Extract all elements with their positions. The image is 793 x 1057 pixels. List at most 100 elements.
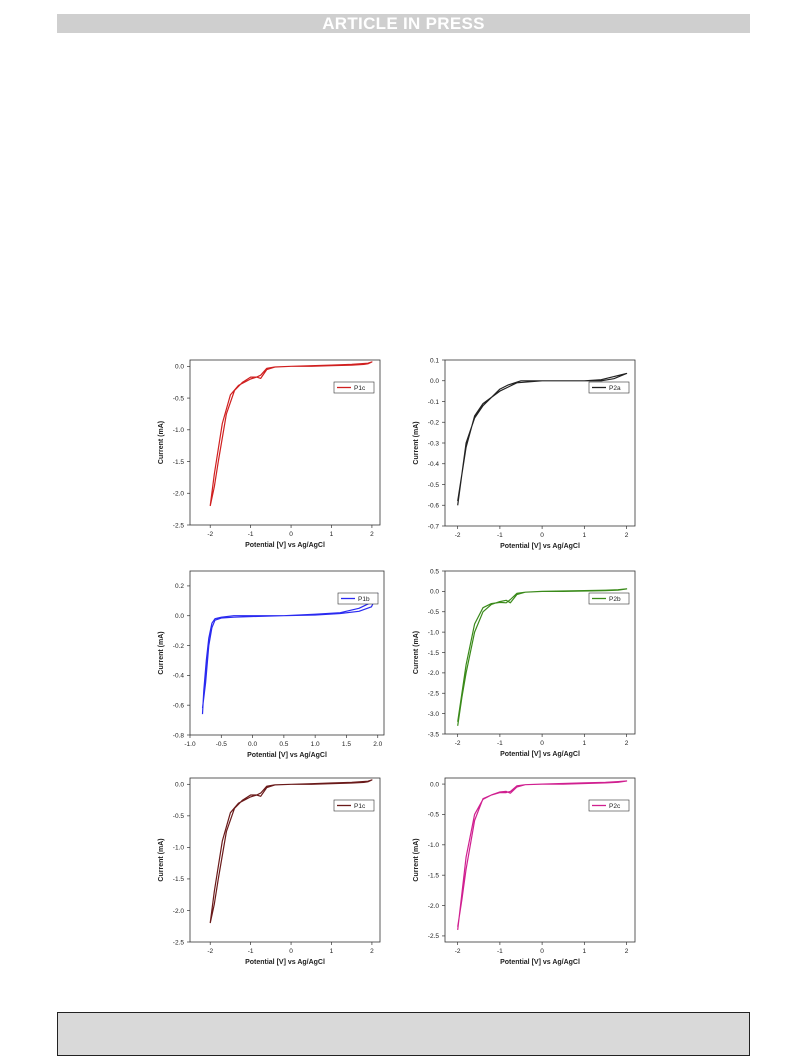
chart-0-legend-label: P1c	[354, 385, 366, 392]
cv-plot-p2b-green: -2 -1 0 1 2 0.5 0.0 -0.5 -1.0 -1.5 -2.0 -2.5 -3.0 -3.…	[413, 568, 636, 758]
chart-3-ytick-label: 0.5	[430, 568, 439, 575]
chart-4-ytick-label: 0.0	[175, 782, 184, 789]
chart-5-legend-box	[588, 799, 630, 812]
chart-0-ytick-label: -2.0	[173, 491, 185, 498]
chart-1-series-line	[457, 372, 628, 506]
chart-1-xtick-label: -1	[497, 532, 503, 539]
chart-0-ytick-label: -1.0	[173, 427, 185, 434]
chart-5-ytick-label: 0.0	[430, 781, 439, 788]
chart-0-xtick-label: -2	[207, 531, 213, 538]
chart-3-xtick-label: -2	[455, 740, 461, 747]
chart-4-xtick-label: 2	[370, 948, 374, 955]
chart-5-ytick-label: -2.5	[428, 933, 440, 940]
chart-3-series-line	[457, 588, 628, 726]
chart-2-ytick-label: 0.2	[175, 583, 184, 590]
chart-2-ytick-label: -0.8	[173, 732, 185, 739]
cv-plot-p1b-blue: -1.0 -0.5 0.0 0.5 1.0 1.5 2.0 0.2 0.0 -0.2 -0.4 -0.…	[158, 570, 385, 759]
chart-2-xtick-label: 0.5	[279, 741, 288, 748]
chart-0-ytick-label: 0.0	[175, 364, 184, 371]
chart-4-frame	[189, 777, 381, 943]
chart-3-legend-label: P2b	[609, 596, 621, 603]
chart-3-xtick-label: 0	[540, 740, 544, 747]
chart-3-xtick-label: 1	[583, 740, 587, 747]
chart-1-xlabel: Potential [V] vs Ag/AgCl	[500, 543, 580, 550]
chart-3-ylabel: Current (mA)	[413, 631, 420, 674]
chart-1-ytick-label: -0.6	[428, 503, 440, 510]
chart-3-xtick-label: -1	[497, 740, 503, 747]
article-in-press-banner: ARTICLE IN PRESS	[57, 14, 750, 33]
chart-5-xtick-label: -2	[455, 948, 461, 955]
footer-gray-box	[57, 1012, 750, 1056]
chart-5-ytick-label: -1.0	[428, 842, 440, 849]
chart-5-xtick-label: 0	[540, 948, 544, 955]
chart-0-ytick-label: -2.5	[173, 522, 185, 529]
chart-4-legend-label: P1c	[354, 803, 366, 810]
chart-2-ytick-label: -0.6	[173, 702, 185, 709]
chart-4-ytick-label: -2.5	[173, 939, 185, 946]
chart-4-ytick-label: -0.5	[173, 813, 185, 820]
chart-2-xtick-label: -0.5	[216, 741, 228, 748]
chart-1-ytick-label: 0.0	[430, 378, 439, 385]
chart-1-xtick-label: 2	[625, 532, 629, 539]
chart-0-legend-box	[333, 381, 375, 394]
chart-1-legend-label: P2a	[609, 385, 621, 392]
chart-0-ytick-label: -1.5	[173, 459, 185, 466]
chart-3-xlabel: Potential [V] vs Ag/AgCl	[500, 751, 580, 758]
chart-2-xtick-label: 2.0	[373, 741, 382, 748]
chart-2-xtick-label: -1.0	[184, 741, 196, 748]
cv-plot-p2c-magenta: -2 -1 0 1 2 0.0 -0.5 -1.0 -1.5 -2.0 -2.5 Potential …	[413, 777, 636, 966]
chart-4-ytick-label: -1.5	[173, 876, 185, 883]
chart-4-ytick-label: -2.0	[173, 908, 185, 915]
chart-2-ytick-label: 0.0	[175, 613, 184, 620]
chart-1-ytick-label: -0.4	[428, 461, 440, 468]
chart-2-frame	[189, 570, 385, 736]
chart-1-xtick-label: -2	[455, 532, 461, 539]
chart-2-legend-box	[337, 592, 379, 605]
chart-1-ytick-label: -0.7	[428, 523, 440, 530]
chart-4-xtick-label: -2	[207, 948, 213, 955]
chart-5-ylabel: Current (mA)	[413, 838, 420, 881]
chart-1-legend-box	[588, 381, 630, 394]
chart-3-legend-box	[588, 592, 630, 605]
chart-4-ylabel: Current (mA)	[158, 838, 165, 881]
chart-3-ytick-label: -0.5	[428, 609, 440, 616]
chart-1-xtick-label: 1	[583, 532, 587, 539]
chart-5-legend-label: P2c	[609, 803, 621, 810]
chart-2-xtick-label: 1.0	[311, 741, 320, 748]
chart-1-ytick-label: -0.3	[428, 440, 440, 447]
chart-1-ytick-label: -0.2	[428, 420, 440, 427]
chart-3-ytick-label: 0.0	[430, 589, 439, 596]
chart-1-xtick-label: 0	[540, 532, 544, 539]
chart-0-xtick-label: -1	[248, 531, 254, 538]
chart-2-series-line	[201, 592, 379, 715]
chart-3-ytick-label: -2.5	[428, 691, 440, 698]
chart-3-ytick-label: -1.5	[428, 650, 440, 657]
chart-4-xtick-label: -1	[248, 948, 254, 955]
chart-3-ytick-label: -2.0	[428, 670, 440, 677]
chart-0-xtick-label: 1	[330, 531, 334, 538]
chart-5-xtick-label: -1	[497, 948, 503, 955]
chart-3-ytick-label: -3.5	[428, 731, 440, 738]
chart-2-legend-label: P1b	[358, 596, 370, 603]
chart-0-ytick-label: -0.5	[173, 395, 185, 402]
chart-4-xtick-label: 1	[330, 948, 334, 955]
chart-5-ytick-label: -1.5	[428, 872, 440, 879]
chart-4-series-line	[209, 779, 373, 924]
chart-5-frame	[444, 777, 636, 943]
chart-4-legend-box	[333, 799, 375, 812]
chart-5-series-line	[457, 780, 628, 930]
chart-2-xlabel: Potential [V] vs Ag/AgCl	[247, 752, 327, 759]
cv-plot-p1c-brown: -2 -1 0 1 2 0.0 -0.5 -1.0 -1.5 -2.0 -2.5 Potential …	[158, 777, 381, 966]
chart-2-ylabel: Current (mA)	[158, 631, 165, 674]
chart-3-ytick-label: -3.0	[428, 711, 440, 718]
chart-0-xtick-label: 0	[289, 531, 293, 538]
chart-1-ytick-label: 0.1	[430, 357, 439, 364]
chart-4-xtick-label: 0	[289, 948, 293, 955]
chart-2-xtick-label: 0.0	[248, 741, 257, 748]
chart-5-xtick-label: 1	[583, 948, 587, 955]
chart-2-ytick-label: -0.4	[173, 673, 185, 680]
chart-0-xlabel: Potential [V] vs Ag/AgCl	[245, 542, 325, 549]
chart-5-xtick-label: 2	[625, 948, 629, 955]
chart-1-ylabel: Current (mA)	[413, 421, 420, 464]
cv-plot-p1c-red: -2 -1 0 1 2 0.0 -0.5 -1.0 -1.5 -2.0 -2.5 Potential …	[158, 359, 381, 549]
